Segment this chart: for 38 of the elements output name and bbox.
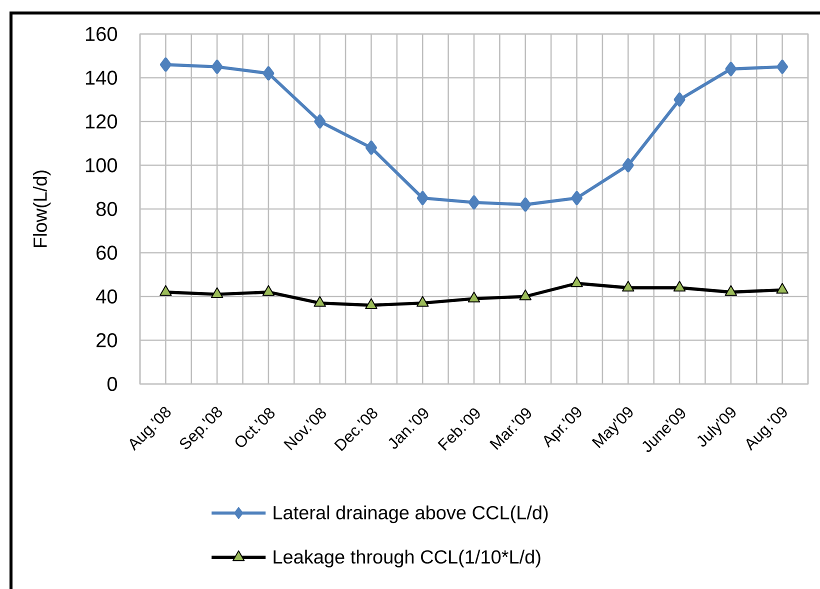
y-tick-label: 60: [96, 246, 118, 260]
point: [520, 198, 532, 212]
point: [570, 276, 583, 288]
y-tick-label: 80: [96, 202, 118, 216]
point: [262, 285, 275, 296]
point: [211, 60, 223, 74]
point: [160, 285, 172, 296]
point: [468, 195, 480, 210]
y-tick-label: 100: [86, 158, 118, 172]
point: [416, 296, 429, 307]
point: [365, 298, 378, 309]
point: [314, 114, 326, 129]
legend-label: Leakage through CCL(1/10*L/d): [274, 550, 540, 568]
point: [366, 140, 377, 155]
point: [724, 285, 738, 296]
point: [468, 292, 480, 302]
point: [571, 190, 582, 206]
point: [519, 289, 532, 300]
point: [776, 282, 788, 294]
point: [725, 62, 737, 76]
point: [622, 280, 634, 292]
y-tick-label: 0: [107, 376, 118, 392]
point: [674, 92, 686, 107]
point: [622, 158, 634, 172]
y-axis-title: Flow(L/d): [32, 170, 51, 248]
point: [673, 280, 686, 292]
y-tick-label: 120: [86, 114, 118, 129]
y-tick-label: 140: [86, 70, 118, 85]
point: [210, 287, 224, 298]
legend-label: Lateral drainage above CCL(L/d): [274, 505, 548, 524]
y-tick-label: 20: [96, 333, 118, 348]
y-tick-label: 40: [96, 289, 118, 304]
point: [160, 58, 172, 72]
point: [416, 190, 428, 206]
point: [776, 60, 788, 74]
point: [262, 66, 274, 80]
y-tick-label: 160: [86, 26, 118, 42]
point: [314, 296, 326, 307]
